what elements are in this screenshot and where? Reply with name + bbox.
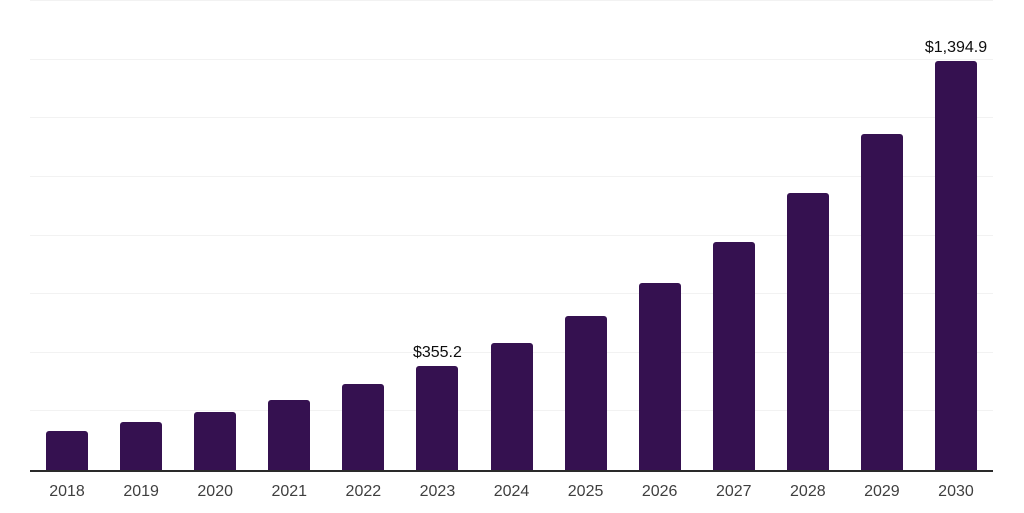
x-tick-2030: 2030 [938, 483, 974, 500]
bar-slot-2018 [30, 1, 104, 470]
bar-slot-2019 [104, 1, 178, 470]
bar-2022 [342, 384, 385, 470]
gridline-800 [30, 234, 993, 236]
bar-slot-2025 [549, 1, 623, 470]
bar-2020 [194, 412, 237, 470]
bar-slot-2029 [845, 1, 919, 470]
bar-slot-2026 [623, 1, 697, 470]
bar-slot-2022 [326, 1, 400, 470]
bar-2027 [712, 242, 755, 470]
bar-2024 [490, 343, 533, 470]
bar-slot-2023: $355.2 [400, 1, 474, 470]
x-tick-2018: 2018 [49, 483, 85, 500]
x-tick-2027: 2027 [715, 483, 752, 500]
x-tick-2029: 2029 [864, 483, 900, 500]
bar-2023 [416, 365, 459, 470]
gridline-600 [30, 293, 993, 295]
gridline-1600 [30, 0, 993, 1]
x-tick-2021: 2021 [271, 483, 308, 500]
gridline-1200 [30, 117, 993, 119]
bar-2018 [46, 430, 89, 470]
bar-2025 [564, 316, 607, 470]
x-axis: 2018 2019 2020 2021 2022 2023 2024 2025 2026 2027… [30, 472, 993, 512]
x-tick-2028: 2028 [790, 483, 826, 500]
bar-slot-2020 [178, 1, 252, 470]
plot-area: $355.2 $1,394.9 [30, 0, 993, 472]
data-label-2030: $1,394.9 [924, 39, 988, 57]
x-tick-2022: 2022 [345, 483, 382, 500]
bar-2026 [638, 282, 681, 470]
x-tick-2020: 2020 [197, 483, 233, 500]
x-tick-2026: 2026 [641, 483, 678, 500]
bar-slot-2030: $1,394.9 [919, 1, 993, 470]
bar-slot-2021 [252, 1, 326, 470]
bar-chart: $355.2 $1,394.9 2018 2019 2020 2021 2022 2023 2… [30, 0, 993, 512]
x-tick-2023: 2023 [419, 483, 456, 500]
x-tick-2025: 2025 [567, 483, 604, 500]
gridline-1000 [30, 175, 993, 177]
bar-2030 [934, 61, 977, 470]
bar-2019 [120, 422, 163, 470]
bar-slot-2024 [474, 1, 548, 470]
x-tick-2019: 2019 [123, 483, 159, 500]
bar-slot-2028 [771, 1, 845, 470]
bar-2028 [786, 193, 829, 470]
data-label-2023: $355.2 [412, 343, 462, 361]
bars-container: $355.2 $1,394.9 [30, 1, 993, 470]
gridline-1400 [30, 58, 993, 60]
bar-2029 [860, 133, 903, 470]
bar-slot-2027 [697, 1, 771, 470]
x-tick-2024: 2024 [493, 483, 530, 500]
bar-2021 [268, 399, 311, 470]
